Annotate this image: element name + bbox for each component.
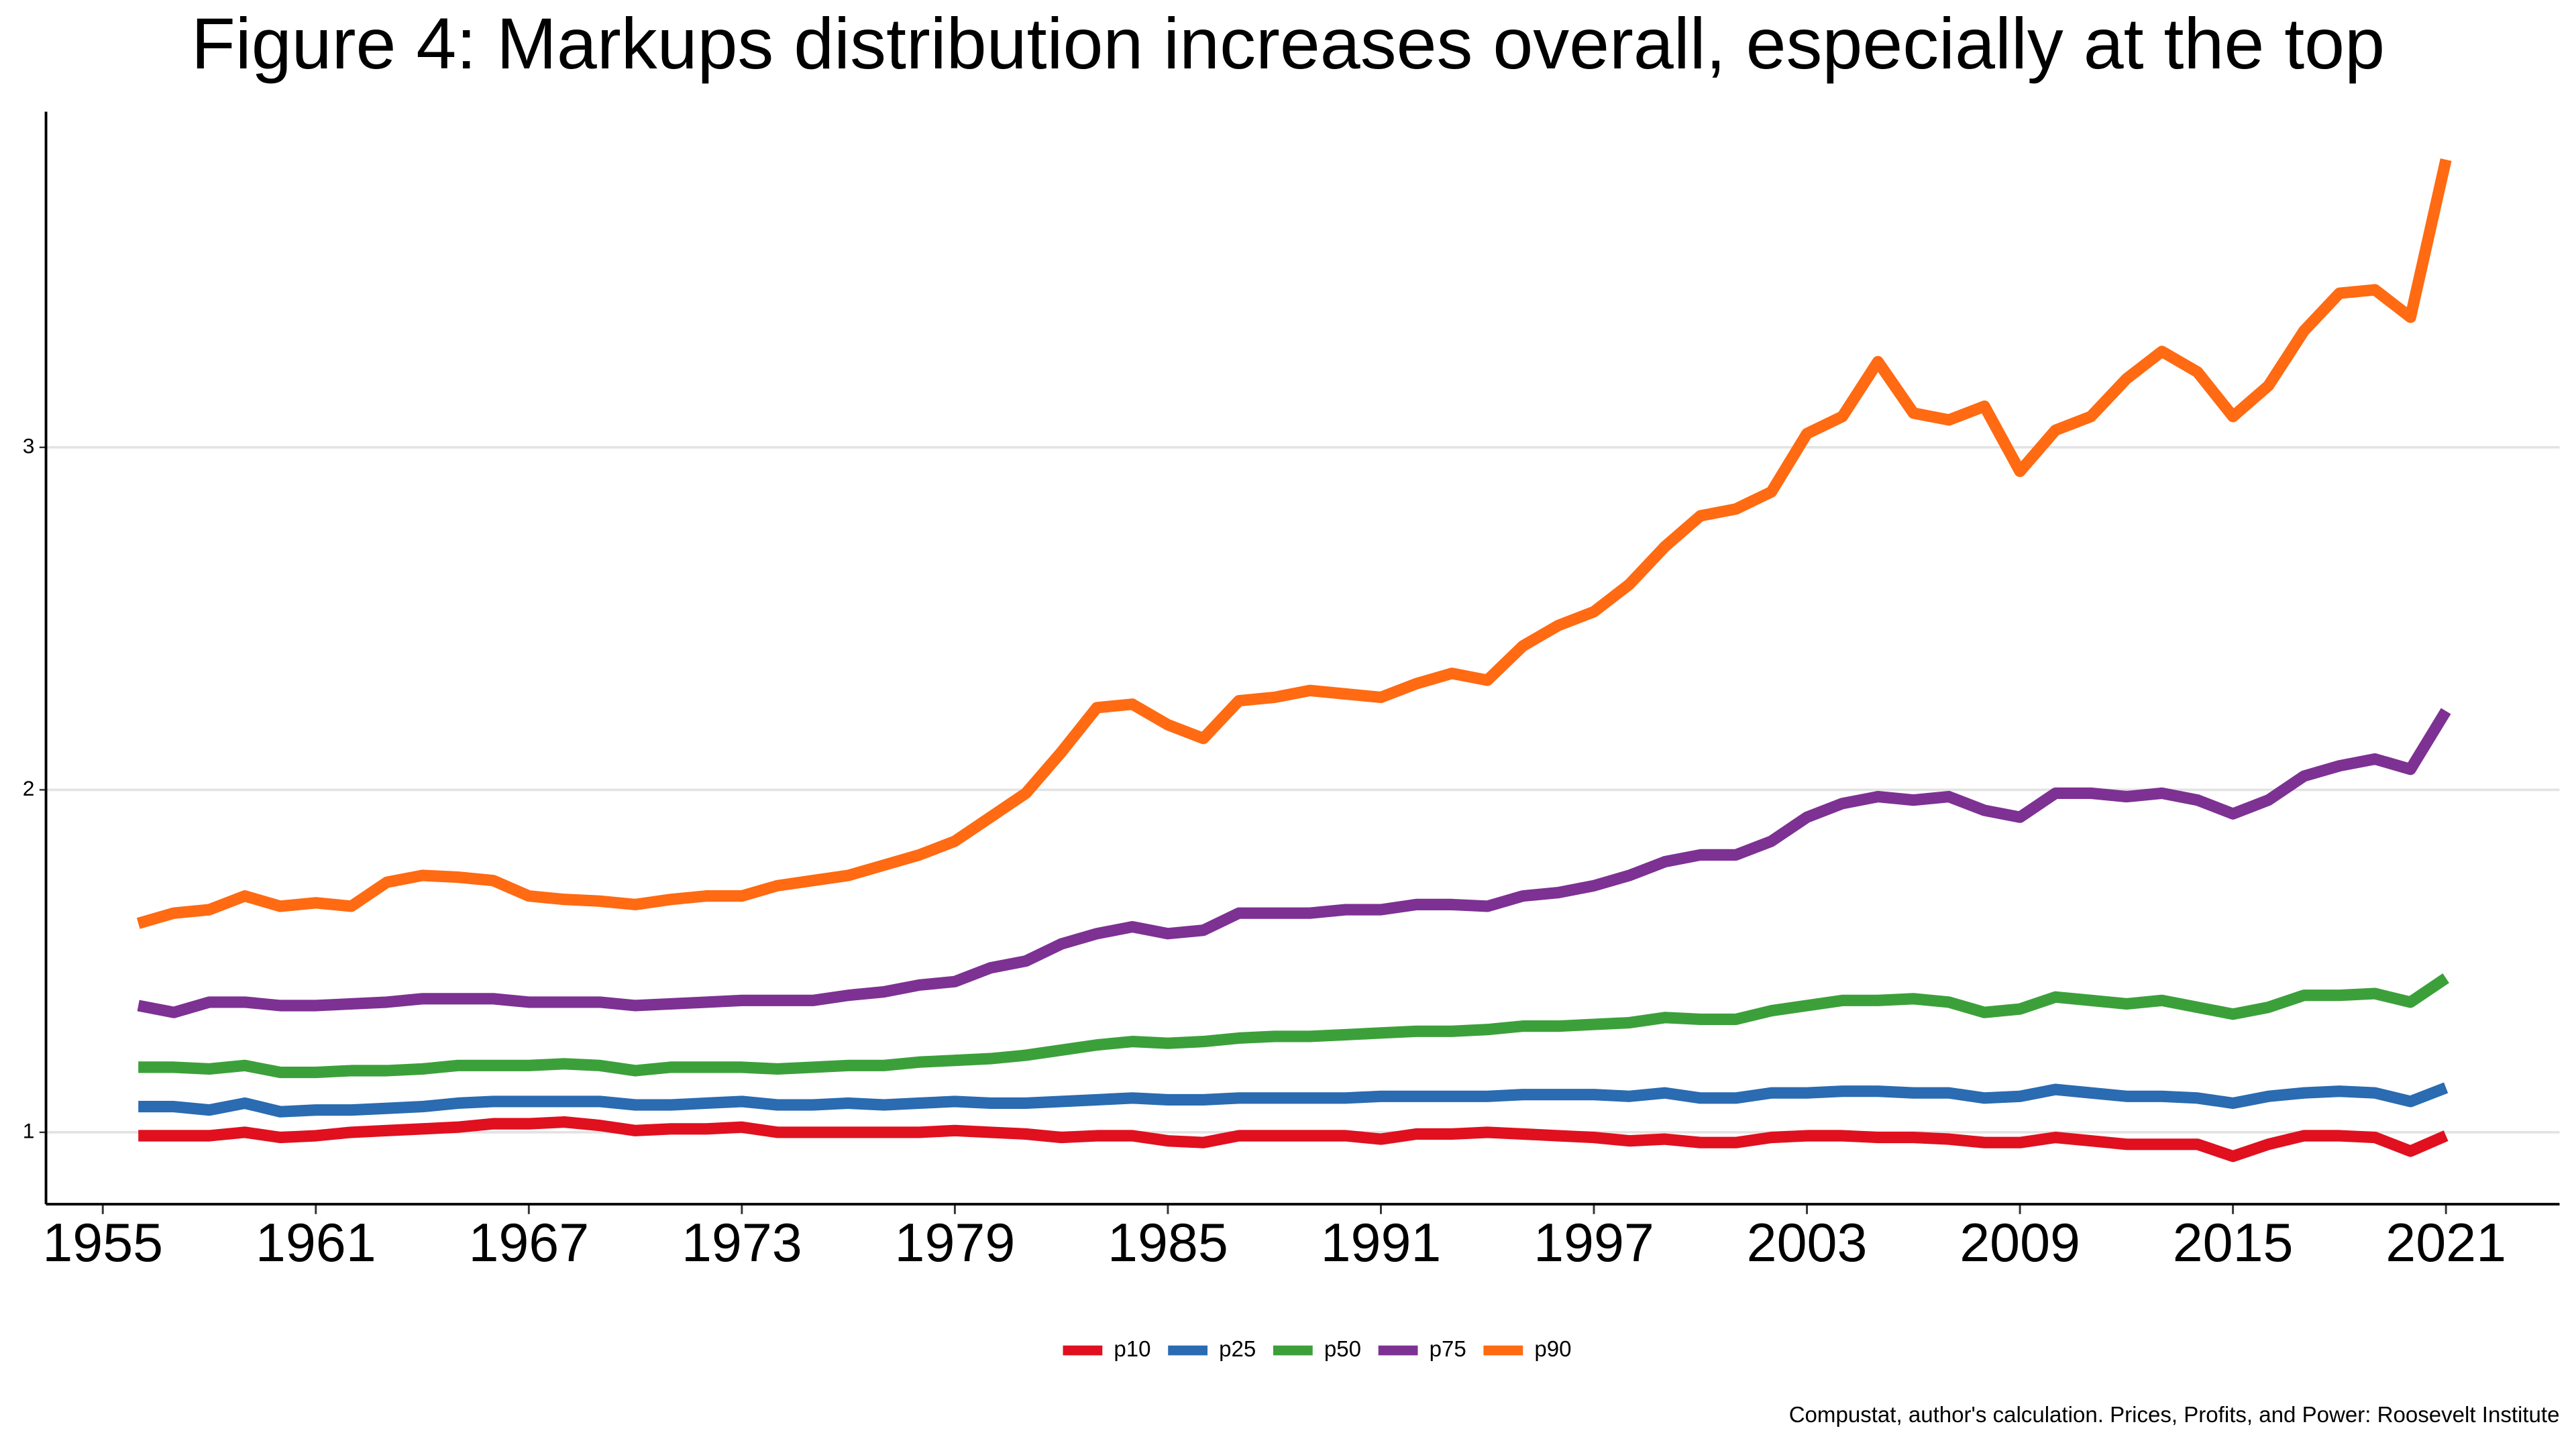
grid <box>46 446 2560 1134</box>
x-tick-label: 1955 <box>42 1213 163 1273</box>
x-tick-label: 2015 <box>2173 1213 2294 1273</box>
legend-label: p90 <box>1534 1337 1571 1362</box>
chart-title: Figure 4: Markups distribution increases… <box>191 3 2385 84</box>
x-tick-label: 1997 <box>1534 1213 1654 1273</box>
x-tick-label: 2009 <box>1960 1213 2080 1273</box>
y-tick-label: 2 <box>23 776 35 800</box>
y-tick-label: 1 <box>23 1118 35 1142</box>
legend-label: p10 <box>1114 1337 1150 1362</box>
series-line <box>137 708 2451 1018</box>
x-tick-label: 2003 <box>1747 1213 1868 1273</box>
legend-label: p25 <box>1219 1337 1256 1362</box>
x-tick-label: 1979 <box>895 1213 1016 1273</box>
series-line <box>136 158 2452 929</box>
series-line <box>138 1116 2449 1163</box>
x-tick-label: 2021 <box>2385 1213 2506 1273</box>
x-tick-label: 1991 <box>1321 1213 1442 1273</box>
caption: Compustat, author's calculation. Prices,… <box>1789 1403 2560 1428</box>
y-tick-label: 3 <box>23 433 35 458</box>
x-tick-label: 1973 <box>682 1213 802 1273</box>
x-tick-label: 1985 <box>1108 1213 1228 1273</box>
series-line <box>138 973 2449 1079</box>
legend-label: p50 <box>1324 1337 1361 1362</box>
x-tick-label: 1961 <box>256 1213 376 1273</box>
x-tick-label: 1967 <box>468 1213 589 1273</box>
legend-label: p75 <box>1430 1337 1466 1362</box>
series-line <box>138 1082 2449 1118</box>
